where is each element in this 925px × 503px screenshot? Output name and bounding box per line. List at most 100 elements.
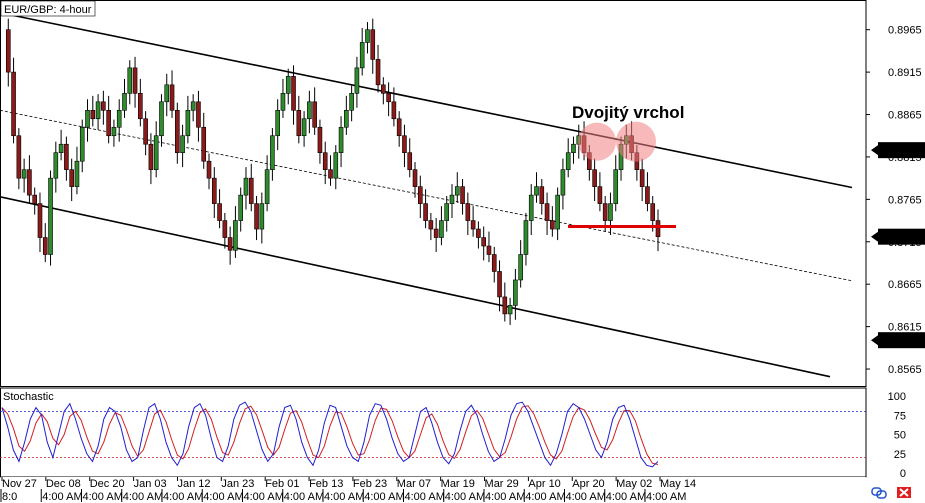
price-marker-bg	[878, 228, 925, 245]
candle-down	[312, 101, 317, 128]
candle-down	[322, 152, 328, 170]
candle-up	[85, 109, 90, 128]
candle-up	[301, 118, 307, 137]
time-label: 8:0	[2, 491, 17, 503]
candle-down	[5, 29, 11, 73]
stochastic-k-line	[1, 401, 659, 468]
candle-up	[359, 42, 365, 69]
stochastic-d-line	[1, 405, 659, 466]
candle-down	[64, 143, 69, 170]
candle-down	[417, 186, 423, 204]
candle-down	[391, 101, 397, 120]
candle-down	[328, 169, 333, 179]
candle-down	[217, 203, 222, 221]
link-icon[interactable]	[871, 487, 887, 499]
time-label: 4:00 AM	[606, 491, 646, 503]
price-marker-arrow	[871, 335, 878, 346]
candle-up	[58, 143, 64, 154]
stochastic-label-bg	[1, 389, 57, 402]
candle-down	[132, 67, 138, 94]
double-top-label: Dvojitý vrchol	[572, 103, 684, 122]
candle-up	[513, 279, 518, 306]
candle-down	[375, 59, 381, 86]
candle-up	[164, 84, 170, 103]
candle-down	[481, 237, 486, 247]
candle-down	[645, 186, 650, 204]
price-marker-arrow	[871, 231, 878, 242]
candle-down	[650, 203, 656, 221]
candle-down	[412, 169, 418, 187]
date-label: May 02	[616, 478, 652, 490]
candle-down	[27, 169, 32, 196]
candle-up	[185, 109, 191, 137]
time-label: 4:00 AM	[83, 491, 123, 503]
candle-up	[233, 220, 238, 251]
time-label: 4:00 AM	[244, 491, 284, 503]
candle-up	[571, 143, 576, 154]
candle-up	[190, 101, 196, 111]
annotations: Dvojitý vrchol EUR/GBP: 4-hour	[0, 0, 684, 229]
candle-down	[11, 71, 16, 137]
candle-up	[608, 203, 613, 221]
candle-up	[259, 203, 265, 230]
stochastic-level-label: 0	[900, 468, 906, 480]
candle-up	[111, 126, 117, 137]
candle-down	[470, 220, 476, 230]
date-label: Feb 01	[265, 478, 299, 490]
candle-down	[539, 186, 545, 204]
candle-up	[122, 93, 127, 111]
candle-down	[222, 220, 228, 238]
candle-down	[602, 203, 608, 221]
price-tick-label: 0.8915	[888, 67, 922, 79]
candle-down	[90, 109, 96, 120]
candle-down	[175, 109, 180, 154]
candle-down	[106, 109, 111, 137]
candle-down	[37, 203, 43, 238]
stochastic-level-label: 50	[894, 430, 906, 442]
candle-down	[370, 29, 376, 60]
candle-up	[528, 194, 534, 221]
price-marker-arrow	[871, 145, 878, 156]
candle-down	[460, 186, 465, 204]
lower-channel-line	[0, 196, 831, 378]
time-label: 4:00 AM	[566, 491, 606, 503]
time-label: 4:00 AM	[525, 491, 565, 503]
candle-up	[349, 93, 354, 111]
candle-up	[243, 177, 249, 196]
date-label: Mar 29	[485, 478, 519, 490]
price-tick-label: 0.8865	[888, 110, 922, 122]
candle-down	[169, 84, 175, 111]
candle-up	[354, 67, 360, 94]
bottom-icons[interactable]	[871, 487, 911, 499]
date-label: Feb 13	[309, 478, 343, 490]
candle-down	[206, 160, 212, 179]
time-label: 4:00 AM	[324, 491, 364, 503]
price-panel	[0, 0, 867, 387]
candle-down	[486, 245, 492, 255]
date-label: Dec 20	[90, 478, 125, 490]
candle-down	[491, 254, 497, 272]
price-marker-label: 0.8823	[888, 145, 922, 157]
candle-up	[507, 305, 513, 315]
price-tick-label: 0.8965	[888, 25, 922, 37]
candle-up	[333, 152, 339, 179]
candle-down	[550, 220, 555, 230]
candle-down	[597, 186, 603, 204]
link-icon-right	[876, 490, 887, 499]
candle-up	[534, 186, 539, 196]
candle-up	[153, 135, 159, 170]
candle-up	[560, 169, 566, 196]
time-label: 4:00 AM	[485, 491, 525, 503]
candle-up	[53, 152, 59, 179]
date-label: Apr 10	[528, 478, 560, 490]
candle-up	[21, 169, 27, 179]
candle-down	[381, 84, 386, 94]
date-label: Jan 12	[177, 478, 210, 490]
flag-icon[interactable]	[897, 487, 911, 498]
candle-up	[270, 135, 275, 170]
candle-down	[423, 203, 428, 221]
price-tick-label: 0.8665	[888, 279, 922, 291]
candle-down	[407, 152, 413, 170]
candle-down	[386, 93, 391, 103]
